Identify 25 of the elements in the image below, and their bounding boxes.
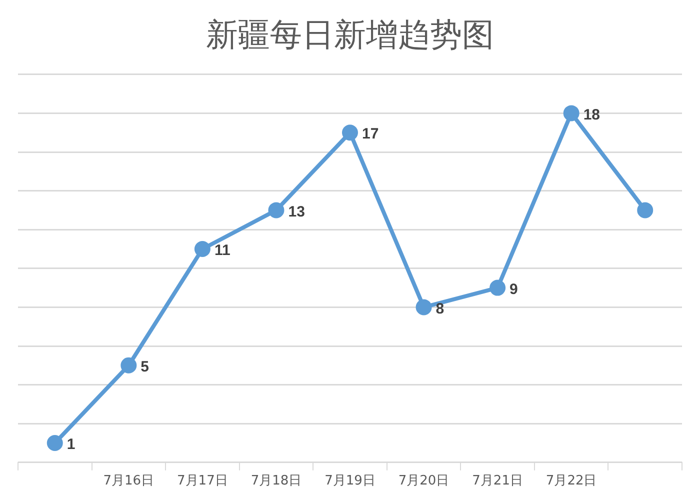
- point: [268, 202, 284, 218]
- point: [563, 105, 580, 122]
- x-tick-label: 7月16日: [103, 474, 154, 489]
- data-label: 8: [436, 300, 444, 318]
- point: [46, 435, 63, 451]
- data-label: 13: [288, 203, 305, 220]
- chart-title: 新疆每日新增趋势图: [206, 16, 494, 54]
- point: [637, 202, 654, 218]
- data-label: 1: [66, 436, 76, 454]
- data-label: 17: [362, 126, 379, 143]
- data-label: 9: [510, 280, 518, 298]
- data-label: 11: [214, 242, 230, 260]
- x-tick-label: 7月19日: [324, 474, 376, 489]
- x-tick-label: 7月20日: [398, 474, 450, 489]
- point: [342, 124, 358, 141]
- point: [416, 299, 432, 316]
- point: [490, 280, 506, 296]
- x-tick-label: 7月17日: [177, 474, 228, 489]
- data-label: 5: [140, 358, 150, 376]
- point: [120, 357, 137, 374]
- x-tick-label: 7月18日: [250, 474, 302, 489]
- x-tick-label: 7月22日: [546, 474, 597, 489]
- data-label: 18: [583, 106, 600, 124]
- x-tick-label: 7月21日: [472, 474, 523, 489]
- point: [194, 241, 210, 257]
